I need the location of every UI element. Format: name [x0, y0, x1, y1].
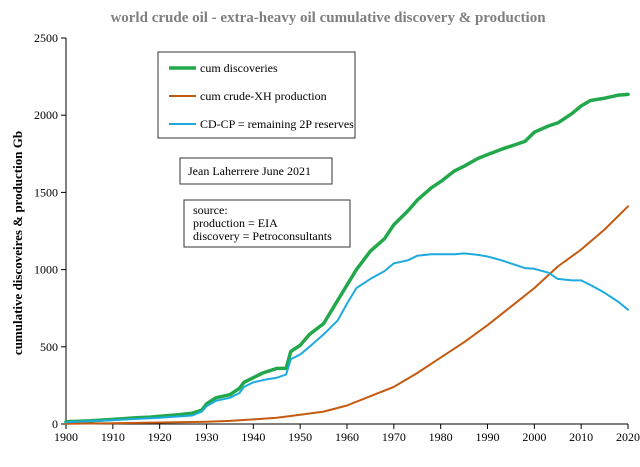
source-note-box [183, 199, 351, 248]
source-note-discovery: discovery = Petroconsultants [193, 229, 332, 243]
chart-title: world crude oil - extra-heavy oil cumula… [110, 10, 546, 26]
author-note: Jean Laherrere June 2021 [179, 157, 333, 185]
y-tick-label: 1000 [34, 263, 58, 277]
series-line-production [65, 205, 629, 425]
legend: cum discoveries cum crude-XH production … [157, 51, 356, 139]
x-tick-label: 1960 [335, 430, 359, 444]
y-tick-label: 1500 [34, 185, 58, 199]
x-tick-label: 1980 [429, 430, 453, 444]
x-tick-label: 1900 [54, 430, 78, 444]
x-tick-label: 1970 [382, 430, 406, 444]
source-note: source: production = EIA discovery = Pet… [183, 199, 351, 248]
y-tick-label: 0 [52, 417, 58, 431]
x-tick-label: 1930 [195, 430, 219, 444]
plot-area: 0 500 1000 1500 2000 2500 1900 1910 1920 1930 194… [34, 31, 640, 444]
x-tick-label: 2020 [616, 430, 640, 444]
legend-label-production: cum crude-XH production [200, 89, 327, 103]
y-tick-label: 500 [40, 340, 58, 354]
x-tick-label: 2000 [522, 430, 546, 444]
y-tick-label: 2000 [34, 108, 58, 122]
author-note-text: Jean Laherrere June 2021 [188, 164, 311, 178]
y-tick-label: 2500 [34, 31, 58, 45]
x-axis-ticks: 1900 1910 1920 1930 1940 1950 1960 1970 1980 1990… [54, 424, 640, 444]
source-note-production: production = EIA [193, 216, 278, 230]
x-tick-label: 1910 [101, 430, 125, 444]
x-tick-label: 2010 [569, 430, 593, 444]
series-line-reserves [65, 252, 629, 424]
x-tick-label: 1950 [288, 430, 312, 444]
y-axis-label: cumulative discoveires & production Gb [10, 131, 25, 355]
x-tick-label: 1940 [241, 430, 265, 444]
series-line-discoveries [64, 92, 630, 424]
source-note-heading: source: [193, 203, 228, 217]
series-lines [64, 92, 630, 425]
legend-label-discoveries: cum discoveries [200, 61, 278, 75]
x-tick-label: 1920 [148, 430, 172, 444]
legend-label-reserves: CD-CP = remaining 2P reserves [200, 117, 354, 131]
author-note-box [179, 157, 333, 185]
x-tick-label: 1990 [476, 430, 500, 444]
y-axis-ticks: 0 500 1000 1500 2000 2500 [34, 31, 66, 431]
